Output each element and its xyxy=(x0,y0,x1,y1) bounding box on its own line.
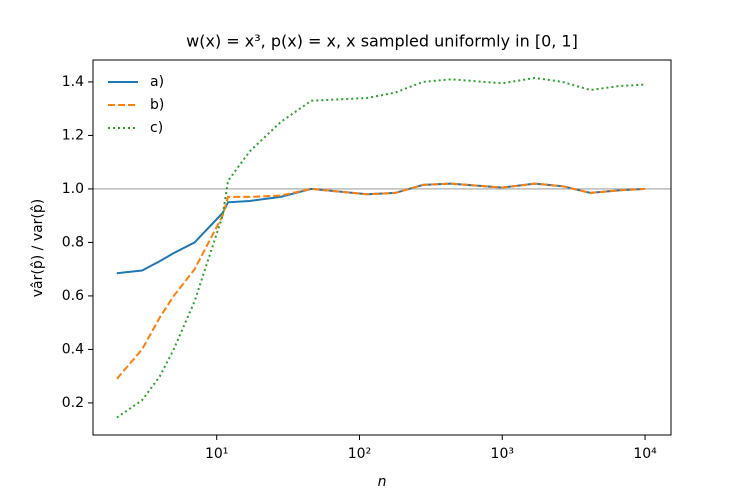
legend-label: b) xyxy=(150,97,164,113)
legend-label: c) xyxy=(150,120,163,136)
y-tick-label: 0.6 xyxy=(62,288,84,304)
line-series xyxy=(116,76,646,419)
x-tick-label: 10² xyxy=(348,446,371,462)
y-tick-label: 1.2 xyxy=(62,127,84,143)
y-tick-label: 1.0 xyxy=(62,181,84,197)
y-tick-label: 0.8 xyxy=(62,234,84,250)
legend-label: a) xyxy=(150,74,164,90)
y-tick-label: 1.4 xyxy=(62,74,84,90)
x-tick-label: 10¹ xyxy=(205,446,228,462)
x-tick-label: 10³ xyxy=(491,446,514,462)
y-axis-label: vâr(p̂) / var(p̂) xyxy=(30,199,46,297)
line-series xyxy=(116,182,646,380)
y-tick-label: 0.4 xyxy=(62,341,84,357)
x-tick-label: 10⁴ xyxy=(633,446,657,462)
y-tick-label: 0.2 xyxy=(62,395,84,411)
plot-frame xyxy=(92,59,672,436)
line-series xyxy=(116,182,646,275)
chart-title: w(x) = x³, p(x) = x, x sampled uniformly… xyxy=(186,32,578,51)
x-axis-label: n xyxy=(378,474,387,490)
